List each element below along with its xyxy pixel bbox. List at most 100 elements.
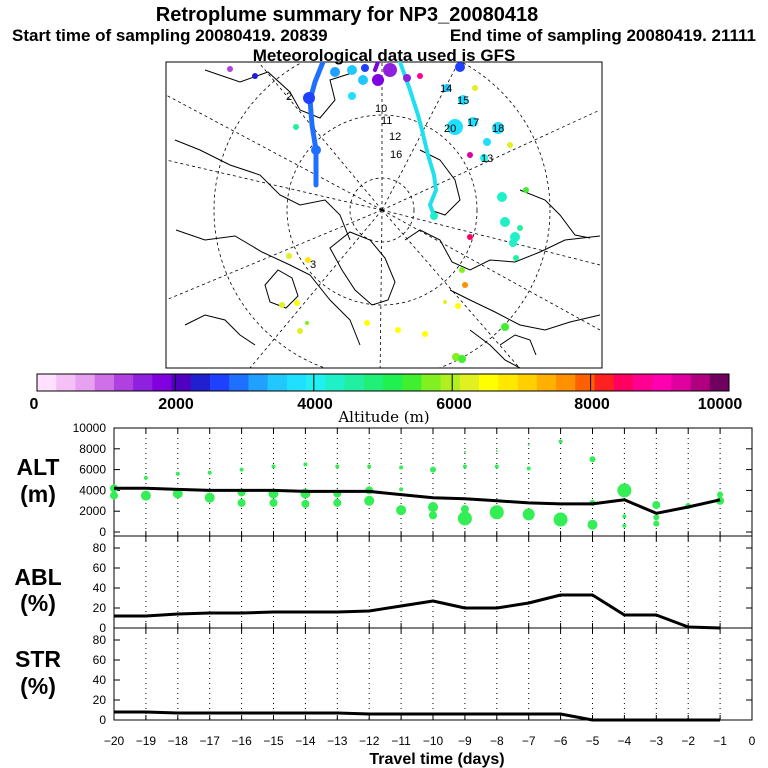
x-tick-labels: −20 −19 −18 −17 −16 −15 −14 −13 −12 −11 −10 −9 −8 −7−… <box>104 734 756 748</box>
plume-point <box>495 449 498 452</box>
plume-point <box>207 470 212 475</box>
colorbar-swatch <box>459 374 480 391</box>
alt-panel: 0 2000 4000 6000 8000 10000 <box>73 421 753 539</box>
y-tick-label: 20 <box>93 693 107 707</box>
colorbar-swatch <box>594 374 615 391</box>
colorbar-swatch <box>498 374 519 391</box>
plume-point <box>204 492 215 503</box>
colorbar-swatch <box>652 374 672 391</box>
plume-point <box>494 464 499 469</box>
plume-point <box>652 500 661 509</box>
plume-point <box>335 464 340 469</box>
plume-point <box>457 511 472 526</box>
plume-point <box>526 466 531 471</box>
abl-panel: 0 20 40 60 80 <box>93 535 753 635</box>
y-tick-label: 8000 <box>79 442 106 456</box>
x-tick-label: −4 <box>618 734 632 748</box>
map-label: 3 <box>310 259 316 271</box>
colorbar-swatch <box>363 374 384 391</box>
colorbar-swatch <box>75 374 96 391</box>
colorbar-tick: 0 <box>30 396 39 413</box>
plume-point <box>653 520 660 527</box>
y-tick-label: 60 <box>93 561 107 575</box>
plume-point <box>558 439 563 444</box>
x-tick-label: −17 <box>200 734 221 748</box>
colorbar-swatch <box>402 374 422 391</box>
plume-point <box>429 511 437 520</box>
colorbar-swatch <box>479 374 499 391</box>
map-label: 16 <box>390 149 402 161</box>
colorbar-swatch <box>421 374 442 391</box>
colorbar-swatch <box>536 374 557 391</box>
x-tick-label: −18 <box>168 734 189 748</box>
plume-point <box>140 490 151 501</box>
colorbar-swatch <box>210 374 230 391</box>
x-tick-label: −15 <box>263 734 284 748</box>
x-tick-label: 0 <box>749 734 756 748</box>
plume-point <box>364 495 375 506</box>
str-series-line <box>114 710 721 722</box>
x-tick-label: −19 <box>136 734 157 748</box>
map-frame <box>165 61 603 369</box>
met-data-label: Meteorological data used is GFS <box>253 46 516 65</box>
map-label: 10 <box>375 103 387 115</box>
map-label: 11 <box>381 115 392 127</box>
alt-series-line <box>114 486 721 515</box>
colorbar-swatch <box>517 374 538 391</box>
colorbar-tick: 2000 <box>158 396 194 413</box>
colorbar-tick: 10000 <box>698 396 743 413</box>
x-tick-label: −2 <box>681 734 695 748</box>
map-label: 2 <box>286 91 292 103</box>
plume-point <box>522 508 535 521</box>
y-tick-label: 4000 <box>79 483 106 497</box>
colorbar-swatch <box>248 374 269 391</box>
plume-point <box>110 491 118 500</box>
plume-point <box>527 443 530 446</box>
plume-point <box>462 464 467 469</box>
x-tick-label: −8 <box>490 734 504 748</box>
colorbar-swatch <box>286 374 307 391</box>
colorbar-swatch <box>56 374 76 391</box>
plume-point <box>303 462 308 467</box>
chart-panels: 0200040006000800010000020406080020406080… <box>73 421 756 748</box>
colorbar-swatch <box>94 374 115 391</box>
plume-point <box>460 505 469 514</box>
plume-point <box>553 512 568 527</box>
x-axis-label: Travel time (days) <box>369 751 504 768</box>
plume-point <box>271 464 276 469</box>
plume-point <box>237 498 246 507</box>
y-tick-label: 2000 <box>79 504 106 518</box>
map-day-labels: 2 10 11 12 13 14 15 16 17 18 20 3 <box>286 83 504 271</box>
x-tick-label: −6 <box>554 734 568 748</box>
plume-markers <box>227 62 529 363</box>
y-tick-label: 20 <box>93 601 107 615</box>
colorbar-swatch <box>171 374 192 391</box>
colorbar-swatch <box>613 374 634 391</box>
colorbar-swatch <box>267 374 288 391</box>
y-tick-label: 40 <box>93 581 107 595</box>
x-tick-label: −1 <box>713 734 727 748</box>
plume-point <box>717 491 724 498</box>
plume-point <box>239 467 244 472</box>
plume-point <box>587 519 598 530</box>
y-tick-label: 0 <box>99 525 106 539</box>
x-tick-label: −13 <box>327 734 348 748</box>
plume-point <box>589 456 596 463</box>
x-tick-label: −5 <box>586 734 600 748</box>
plume-point <box>622 523 627 528</box>
colorbar-swatch <box>113 374 134 391</box>
colorbar-tick-labels: 0 2000 4000 6000 8000 10000 <box>30 396 743 413</box>
alt-ylabel-line1: ALT <box>16 454 59 480</box>
x-tick-label: −14 <box>295 734 316 748</box>
plume-point <box>269 498 278 507</box>
map-label: 12 <box>389 131 401 143</box>
abl-ylabel-line1: ABL <box>14 564 61 590</box>
abl-ylabel-line2: (%) <box>20 590 56 616</box>
start-time-label: Start time of sampling 20080419. 20839 <box>12 26 328 45</box>
x-tick-label: −10 <box>423 734 444 748</box>
y-tick-label: 80 <box>93 541 107 555</box>
colorbar-tick: 4000 <box>297 396 333 413</box>
plume-point <box>301 499 310 508</box>
colorbar-swatch <box>709 374 730 391</box>
